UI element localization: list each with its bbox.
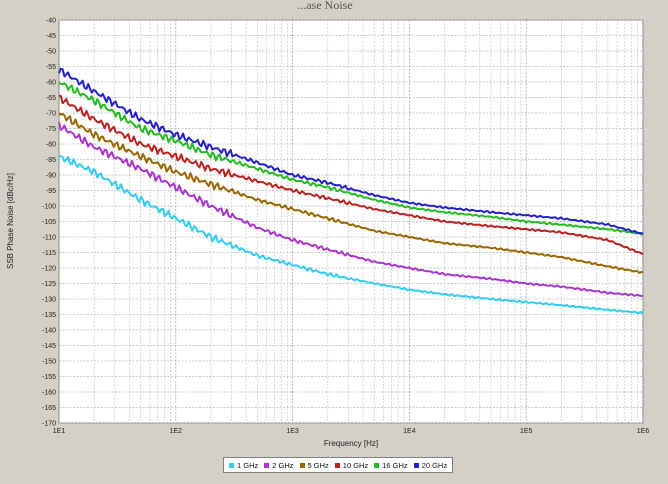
y-tick-label: -60 xyxy=(46,80,56,87)
x-tick-label: 1E5 xyxy=(520,428,533,435)
y-tick-label: -150 xyxy=(42,359,56,366)
x-axis-ticks: 1E1 1E2 1E3 1E4 1E5 1E6 xyxy=(53,428,650,435)
y-tick-label: -120 xyxy=(42,266,56,273)
y-tick-label: -55 xyxy=(46,64,56,71)
y-tick-label: -45 xyxy=(46,33,56,40)
y-tick-label: -105 xyxy=(42,219,56,226)
x-tick-label: 1E3 xyxy=(286,428,299,435)
legend-item: 10 GHz xyxy=(334,460,369,470)
y-tick-label: -75 xyxy=(46,126,56,133)
y-axis-title: SSB Phase Noise [dBc/Hz] xyxy=(6,173,15,269)
x-tick-label: 1E4 xyxy=(403,428,416,435)
series-line xyxy=(58,81,644,236)
legend-swatch xyxy=(374,462,380,468)
series-line xyxy=(58,121,644,298)
legend-item: 1 GHz xyxy=(229,461,258,470)
y-tick-label: -155 xyxy=(42,374,56,381)
legend-swatch xyxy=(264,462,270,468)
legend-item: 16 GHz xyxy=(374,460,408,470)
legend: 1 GHz 2 GHz 5 GHz 10 GHz 16 GHz 20 GHz xyxy=(223,457,454,473)
legend-item: 2 GHz xyxy=(264,460,294,470)
y-tick-label: -65 xyxy=(46,95,56,102)
legend-swatch xyxy=(229,462,234,468)
x-tick-label: 1E2 xyxy=(170,428,183,435)
y-tick-label: -170 xyxy=(42,421,56,428)
series-line xyxy=(58,155,644,315)
legend-label: 5 GHz xyxy=(307,460,329,470)
y-tick-label: -70 xyxy=(46,111,56,118)
y-axis-ticks: -40 -45 -50 -55 -60 -65 -70 -75 -80 -85 -90 -95 -100… xyxy=(42,18,56,428)
legend-label: 2 GHz xyxy=(272,460,294,470)
y-tick-label: -135 xyxy=(42,312,56,319)
y-tick-label: -85 xyxy=(46,157,56,164)
legend-swatch xyxy=(299,462,305,468)
legend-label: 16 GHz xyxy=(382,460,408,470)
legend-label: 20 GHz xyxy=(421,460,448,470)
legend-swatch xyxy=(334,462,340,468)
y-tick-label: -100 xyxy=(42,204,56,211)
y-tick-label: -160 xyxy=(42,390,56,397)
y-tick-label: -80 xyxy=(46,142,56,149)
series-lines xyxy=(58,67,644,315)
x-tick-label: 1E1 xyxy=(53,428,66,435)
chart-title: ...ase Noise xyxy=(297,0,352,12)
legend-label: 10 GHz xyxy=(342,460,369,470)
y-tick-label: -130 xyxy=(42,297,56,304)
series-line xyxy=(58,67,644,235)
y-tick-label: -125 xyxy=(42,281,56,288)
y-tick-label: -50 xyxy=(46,49,56,56)
y-tick-label: -110 xyxy=(43,235,57,242)
legend-label: 1 GHz xyxy=(237,460,259,470)
legend-item: 5 GHz xyxy=(299,460,329,470)
x-tick-label: 1E6 xyxy=(637,428,650,435)
series-line xyxy=(58,94,644,256)
y-tick-label: -115 xyxy=(43,250,57,257)
y-tick-label: -145 xyxy=(42,343,56,350)
y-tick-label: -40 xyxy=(46,18,56,25)
y-tick-label: -140 xyxy=(42,328,56,335)
x-axis-title: Frequency [Hz] xyxy=(324,439,378,448)
y-tick-label: -90 xyxy=(46,173,56,180)
y-tick-label: -165 xyxy=(42,405,56,412)
legend-swatch xyxy=(413,462,419,468)
series-line xyxy=(58,112,644,274)
legend-item: 20 GHz xyxy=(413,460,448,470)
y-tick-label: -95 xyxy=(46,188,56,195)
